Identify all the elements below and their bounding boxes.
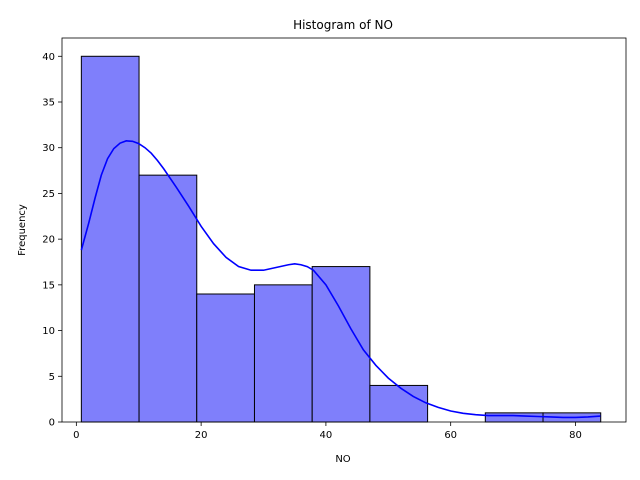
y-axis-label: Frequency <box>17 204 28 256</box>
x-axis-ticks: 0 20 40 60 80 <box>73 422 582 441</box>
bars-group <box>80 55 602 423</box>
y-axis-ticks: 0 5 10 15 20 25 30 35 40 <box>42 52 62 429</box>
y-tick-label: 5 <box>49 372 55 383</box>
histogram-bar <box>196 293 255 423</box>
x-tick-label: 60 <box>444 430 457 441</box>
y-tick-label: 0 <box>49 418 55 429</box>
kde-curve <box>80 140 601 419</box>
histogram-bar <box>311 266 371 423</box>
y-tick-label: 20 <box>42 235 55 246</box>
histogram-bar <box>484 412 544 423</box>
x-tick-label: 20 <box>195 430 208 441</box>
x-tick-label: 0 <box>73 430 79 441</box>
x-axis-label: NO <box>335 454 350 465</box>
y-tick-label: 15 <box>42 280 55 291</box>
plot-frame <box>61 37 627 423</box>
y-tick-label: 10 <box>42 326 55 337</box>
y-tick-label: 30 <box>42 143 55 154</box>
histogram-bar <box>80 55 140 423</box>
x-tick-label: 80 <box>569 430 582 441</box>
histogram-bar <box>369 384 429 423</box>
y-tick-label: 40 <box>42 52 55 63</box>
histogram-bar <box>253 284 313 423</box>
x-tick-label: 40 <box>320 430 333 441</box>
y-tick-label: 35 <box>42 98 55 109</box>
histogram-bar <box>138 174 198 423</box>
y-tick-label: 25 <box>42 189 55 200</box>
chart-title: Histogram of NO <box>293 18 393 32</box>
